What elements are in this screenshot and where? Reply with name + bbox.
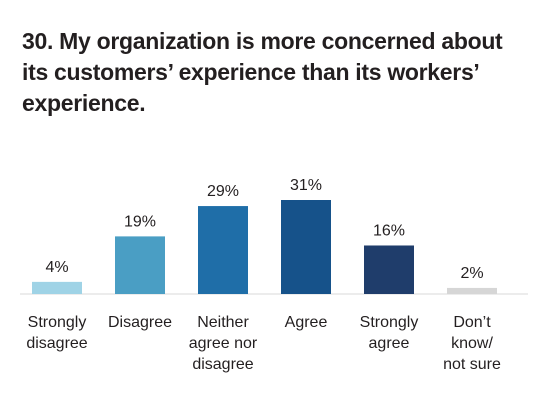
category-label-5-line-2: not sure [443, 356, 501, 373]
chart-title: 30. My organization is more concerned ab… [22, 28, 503, 116]
category-label-1-line-0: Disagree [108, 314, 172, 331]
category-label-5-line-1: know/ [451, 335, 493, 352]
category-label-4-line-0: Strongly [360, 314, 419, 331]
category-label-2-line-0: Neither [197, 314, 249, 331]
value-label-3: 31% [290, 177, 322, 194]
category-label-0-line-1: disagree [26, 335, 87, 352]
category-label-2-line-2: disagree [192, 356, 253, 373]
category-label-5-line-0: Don’t [453, 314, 491, 331]
bar-5 [447, 287, 497, 294]
value-label-2: 29% [207, 183, 239, 200]
value-label-4: 16% [373, 222, 405, 239]
bar-2 [198, 206, 248, 294]
category-label-4-line-1: agree [369, 335, 410, 352]
category-label-3-line-0: Agree [285, 314, 328, 331]
category-label-2-line-1: agree nor [189, 335, 258, 352]
category-label-0-line-0: Strongly [28, 314, 87, 331]
bar-0 [32, 281, 82, 294]
value-label-5: 2% [460, 265, 483, 282]
value-label-0: 4% [45, 259, 68, 276]
value-label-1: 19% [124, 213, 156, 230]
bar-3 [281, 200, 331, 294]
bar-1 [115, 236, 165, 294]
bar-4 [364, 245, 414, 294]
